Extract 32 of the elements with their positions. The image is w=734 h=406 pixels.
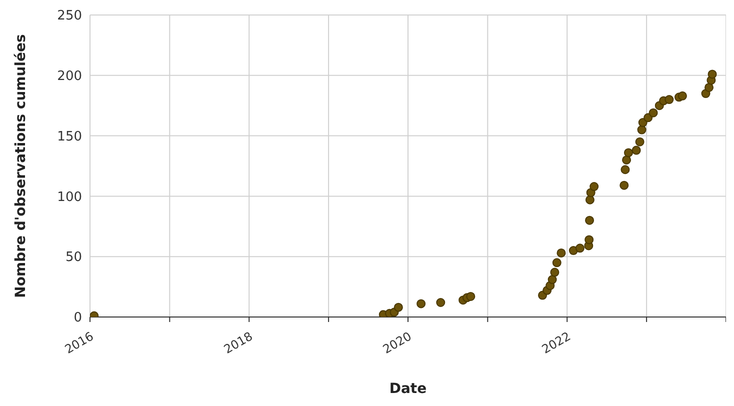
point bbox=[394, 302, 403, 312]
point bbox=[622, 155, 632, 164]
point bbox=[550, 268, 560, 277]
point bbox=[648, 108, 658, 118]
point bbox=[416, 299, 426, 308]
point bbox=[556, 248, 566, 258]
point bbox=[678, 91, 687, 100]
x-axis-title: Date bbox=[389, 381, 427, 397]
point bbox=[548, 275, 557, 284]
y-axis-title: Nombre d'observations cumulées bbox=[12, 34, 29, 298]
point bbox=[664, 95, 674, 104]
point bbox=[585, 195, 594, 204]
point bbox=[624, 148, 633, 158]
point bbox=[708, 70, 717, 79]
point bbox=[585, 216, 594, 225]
point bbox=[584, 235, 594, 244]
point bbox=[632, 146, 641, 155]
y-tick-label: 200 bbox=[57, 69, 82, 84]
point bbox=[704, 82, 714, 92]
y-tick-label: 50 bbox=[65, 250, 82, 266]
point bbox=[620, 165, 630, 174]
point bbox=[436, 298, 446, 308]
point bbox=[590, 182, 599, 192]
point bbox=[552, 258, 562, 268]
point bbox=[635, 137, 644, 146]
point bbox=[466, 292, 476, 301]
y-tick-label: 250 bbox=[57, 8, 82, 24]
point bbox=[575, 244, 584, 253]
point bbox=[620, 180, 629, 190]
y-tick-label: 100 bbox=[57, 190, 82, 205]
y-tick-label: 0 bbox=[74, 310, 82, 326]
y-tick-label: 150 bbox=[57, 129, 82, 144]
